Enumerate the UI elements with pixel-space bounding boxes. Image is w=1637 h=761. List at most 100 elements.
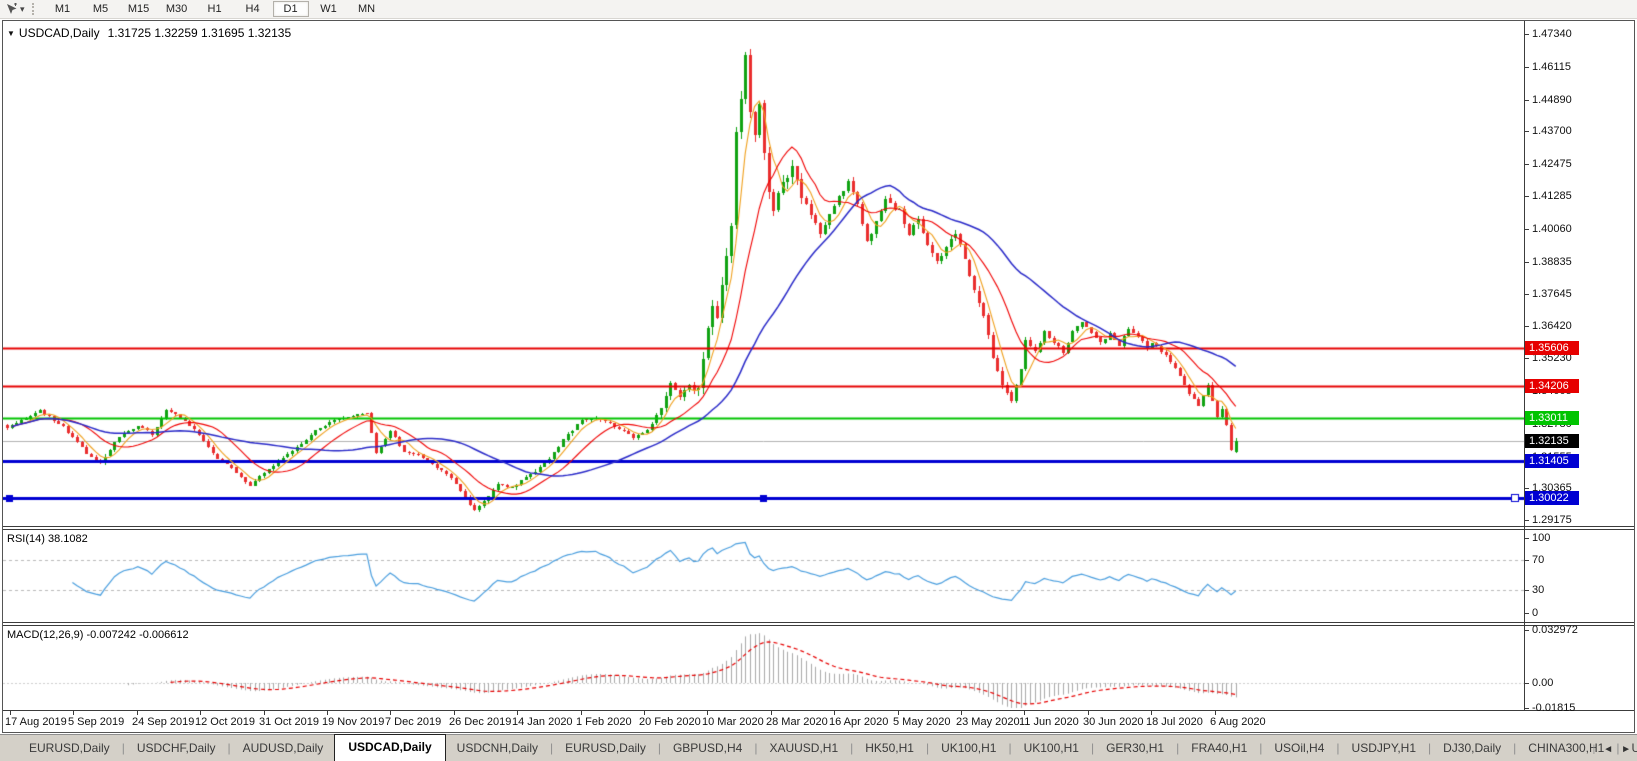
timeframe-button-m5[interactable]: M5 — [92, 3, 109, 15]
chart-tab[interactable]: HK50,H1 — [865, 741, 914, 755]
crosshair-cursor-icon[interactable] — [3, 2, 19, 16]
rsi-indicator-canvas[interactable] — [3, 530, 1524, 622]
price-tag: 1.31405 — [1525, 454, 1579, 468]
tab-separator: | — [1428, 741, 1432, 755]
price-tick-mark — [1524, 229, 1529, 230]
chart-tab[interactable]: EURUSD,Daily — [29, 741, 110, 755]
rsi-tick-mark — [1524, 590, 1529, 591]
date-tick-label: 12 Oct 2019 — [195, 716, 255, 728]
timeframe-button-w1[interactable]: W1 — [320, 3, 337, 15]
date-tick-mark — [1024, 711, 1025, 715]
price-tick-mark — [1524, 34, 1529, 35]
price-tick-label: 1.46115 — [1532, 61, 1571, 73]
price-tag: 1.34206 — [1525, 379, 1579, 393]
price-tick-label: 1.43700 — [1532, 125, 1572, 137]
timeframe-button-m15[interactable]: M15 — [127, 3, 150, 15]
chart-tab[interactable]: DJ30,Daily — [1443, 741, 1502, 755]
date-tick-label: 20 Feb 2020 — [639, 716, 701, 728]
chart-tab[interactable]: FRA40,H1 — [1191, 741, 1248, 755]
tab-separator: | — [1008, 741, 1012, 755]
date-tick-mark — [327, 711, 328, 715]
date-tick-mark — [581, 711, 582, 715]
timeframe-button-d1[interactable]: D1 — [272, 1, 309, 17]
price-tick-label: 1.38835 — [1532, 256, 1572, 268]
date-tick-mark — [517, 711, 518, 715]
chart-tab[interactable]: EURUSD,Daily — [565, 741, 646, 755]
chart-tab[interactable]: USOil,H4 — [1274, 741, 1325, 755]
date-tick-label: 7 Dec 2019 — [385, 716, 442, 728]
date-tick-label: 24 Sep 2019 — [132, 716, 195, 728]
date-tick-mark — [390, 711, 391, 715]
dropdown-arrow-icon[interactable]: ▾ — [20, 3, 25, 14]
date-tick-label: 14 Jan 2020 — [512, 716, 573, 728]
chart-tab[interactable]: GER30,H1 — [1106, 741, 1165, 755]
price-tick-label: 1.41285 — [1532, 190, 1572, 202]
price-tick-label: 1.40060 — [1532, 223, 1572, 235]
tab-separator: | — [1090, 741, 1095, 755]
date-tick-mark — [137, 711, 138, 715]
chart-tab[interactable]: USOil,H1 — [1631, 741, 1637, 755]
rsi-tick-label: 30 — [1532, 584, 1545, 596]
tabs-scroll-right-button[interactable]: ► — [1621, 744, 1631, 755]
date-tick-mark — [898, 711, 899, 715]
main-pane-bottom-border[interactable] — [2, 526, 1635, 527]
chart-tab[interactable]: AUDUSD,Daily — [242, 741, 324, 755]
price-tick-label: 1.29175 — [1532, 514, 1572, 526]
chart-tabs: EURUSD,Daily | USDCHF,Daily | AUDUSD,Daily US… — [0, 734, 1637, 761]
tab-separator: | — [1176, 741, 1180, 755]
price-tick-mark — [1524, 67, 1529, 68]
date-tick-mark — [1215, 711, 1216, 715]
timeframe-button-m30[interactable]: M30 — [165, 3, 188, 15]
date-tick-label: 16 Apr 2020 — [829, 716, 889, 728]
timeframe-button-m1[interactable]: M1 — [54, 3, 71, 15]
timeframe-button-h4[interactable]: H4 — [245, 3, 260, 15]
rsi-tick-label: 0 — [1532, 607, 1539, 619]
macd-pane-top-border — [2, 625, 1635, 626]
tab-separator: | — [925, 741, 930, 755]
rsi-tick-mark — [1524, 560, 1529, 561]
chart-tab[interactable]: XAUUSD,H1 — [769, 741, 839, 755]
date-tick-label: 28 Mar 2020 — [766, 716, 828, 728]
timeframe-button-h1[interactable]: H1 — [207, 3, 222, 15]
macd-indicator-canvas[interactable] — [3, 626, 1524, 710]
date-tick-mark — [707, 711, 708, 715]
chart-tab[interactable]: UK100,H1 — [1023, 741, 1079, 755]
date-tick-mark — [200, 711, 201, 715]
date-tick-mark — [1151, 711, 1152, 715]
chart-tab[interactable]: USDJPY,H1 — [1351, 741, 1417, 755]
toolbar-grip-handle[interactable] — [31, 3, 38, 15]
price-tick-mark — [1524, 100, 1529, 101]
date-tick-label: 11 Jun 2020 — [1019, 716, 1079, 728]
tab-scroll-controls: | ◄ ► — [1593, 744, 1631, 755]
date-tick-label: 23 May 2020 — [956, 716, 1020, 728]
chart-tab[interactable]: USDCHF,Daily — [136, 741, 216, 755]
rsi-tick-label: 70 — [1532, 554, 1545, 566]
chart-tab[interactable]: USDCNH,Daily — [456, 741, 539, 755]
chart-tab[interactable]: GBPUSD,H4 — [672, 741, 743, 755]
chart-tab[interactable]: UK100,H1 — [941, 741, 997, 755]
price-tick-mark — [1524, 358, 1529, 359]
date-tick-mark — [1088, 711, 1089, 715]
tabs-scroll-left-button[interactable]: ◄ — [1603, 744, 1614, 755]
rsi-pane-bottom-border[interactable] — [2, 622, 1635, 623]
tab-scroll-separator: | — [1592, 744, 1596, 755]
date-tick-label: 5 Sep 2019 — [68, 716, 125, 728]
main-price-chart-canvas[interactable] — [3, 21, 1524, 526]
date-tick-mark — [644, 711, 645, 715]
chart-tab-bar: EURUSD,Daily | USDCHF,Daily | AUDUSD,Daily US… — [0, 734, 1637, 761]
date-tick-label: 26 Dec 2019 — [449, 716, 512, 728]
price-tick-mark — [1524, 164, 1529, 165]
rsi-tick-mark — [1524, 538, 1529, 539]
timeframe-button-mn[interactable]: MN — [357, 3, 376, 15]
date-tick-label: 1 Feb 2020 — [576, 716, 632, 728]
price-tick-label: 1.44890 — [1532, 94, 1572, 106]
price-tag: 1.32135 — [1525, 434, 1579, 448]
date-tick-label: 18 Jul 2020 — [1146, 716, 1203, 728]
price-tick-mark — [1524, 326, 1529, 327]
chart-tab[interactable]: CHINA300,H1 — [1528, 741, 1605, 755]
price-axis-line — [1524, 21, 1525, 710]
chart-tab[interactable]: USDCAD,Daily — [334, 734, 446, 761]
price-tick-mark — [1524, 488, 1529, 489]
collapse-arrow-icon[interactable]: ▼ — [7, 29, 15, 38]
price-tick-label: 1.36420 — [1532, 320, 1572, 332]
